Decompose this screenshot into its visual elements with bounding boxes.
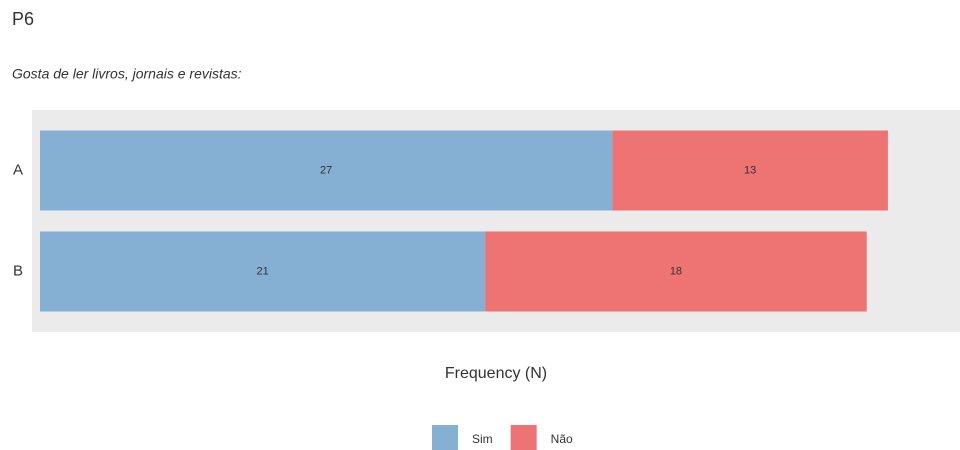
legend-label: Sim [472,432,493,446]
data-label: 21 [256,265,268,277]
data-label: 13 [744,164,756,176]
bar-segment [485,231,867,312]
data-label: 18 [670,265,682,277]
bar-segment [40,130,613,211]
chart-title: P6 [12,9,34,29]
legend-swatch [432,425,458,450]
bar-segment [612,130,888,211]
x-axis-label: Frequency (N) [445,365,547,382]
y-tick-label: A [13,161,23,178]
bar-segment [40,231,486,312]
legend-label: Não [551,432,573,446]
legend-swatch [510,425,537,450]
data-label: 27 [320,164,332,176]
y-tick-label: B [13,262,23,279]
chart-subtitle: Gosta de ler livros, jornais e revistas: [12,66,242,82]
